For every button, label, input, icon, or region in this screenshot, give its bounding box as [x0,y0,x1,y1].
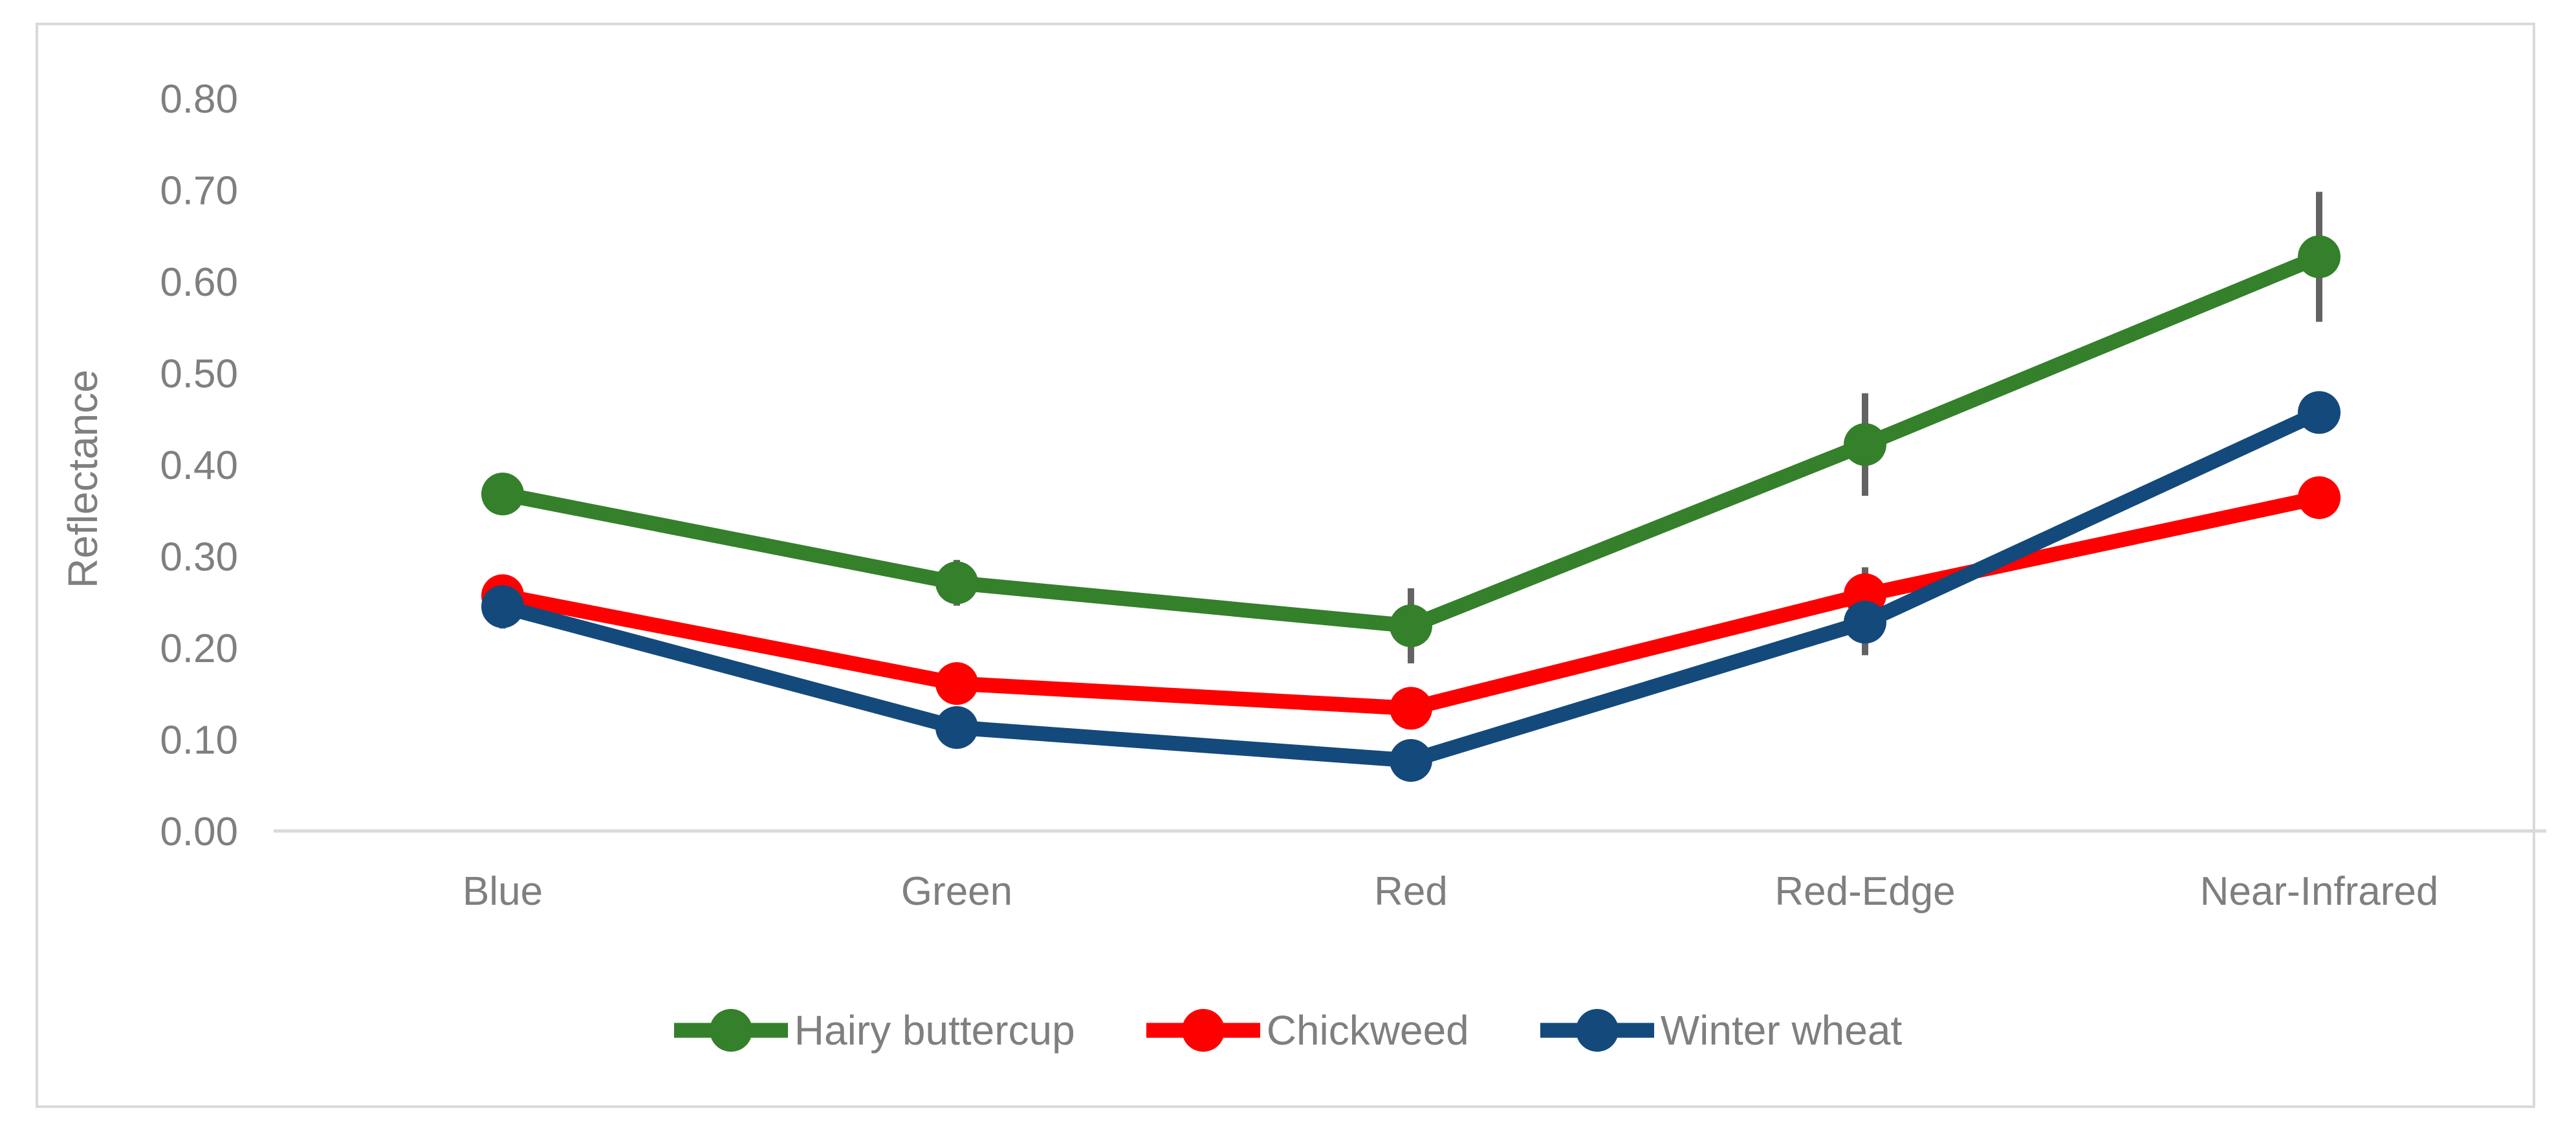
y-tick-label: 0.80 [160,77,238,122]
series-line [501,250,2322,634]
legend-label-hairy-buttercup: Hairy buttercup [794,1007,1075,1054]
y-tick-label: 0.60 [160,260,238,305]
y-tick-label: 0.30 [160,535,238,580]
y-tick-label: 0.50 [160,352,238,397]
data-point-marker [2298,391,2341,434]
data-point-marker [1844,423,1886,466]
data-point-marker [1390,739,1432,782]
data-point-marker [935,662,978,705]
x-tick-label: Near-Infrared [2200,869,2439,914]
x-tick-label: Blue [463,869,543,914]
legend-item-winter-wheat: Winter wheat [1540,1006,1902,1054]
x-tick-label: Red [1374,869,1448,914]
data-point-marker [1390,687,1432,730]
legend-item-chickweed: Chickweed [1146,1006,1469,1054]
x-tick-label: Green [901,869,1012,914]
legend-label-chickweed: Chickweed [1266,1007,1469,1054]
data-point-marker [481,585,524,628]
data-point-marker [481,472,524,516]
y-tick-label: 0.10 [160,718,238,763]
y-tick-label: 0.70 [160,169,238,214]
y-tick-label: 0.20 [160,626,238,671]
legend-item-hairy-buttercup: Hairy buttercup [673,1006,1075,1054]
chart-legend: Hairy buttercup Chickweed Winter wheat [0,1006,2576,1054]
data-point-marker [935,706,978,749]
x-tick-label: Red-Edge [1774,869,1955,914]
data-point-marker [1390,604,1432,648]
data-point-marker [2298,235,2341,278]
legend-label-winter-wheat: Winter wheat [1660,1007,1903,1054]
data-point-marker [935,561,978,604]
legend-marker-hairy-buttercup [673,1009,788,1052]
data-point-marker [2298,476,2341,519]
y-tick-label: 0.00 [160,810,238,854]
legend-marker-chickweed [1146,1009,1260,1052]
y-tick-label: 0.40 [160,443,238,488]
data-point-marker [1844,601,1886,644]
y-axis-title: Reflectance [60,370,106,588]
legend-marker-winter-wheat [1540,1009,1654,1052]
